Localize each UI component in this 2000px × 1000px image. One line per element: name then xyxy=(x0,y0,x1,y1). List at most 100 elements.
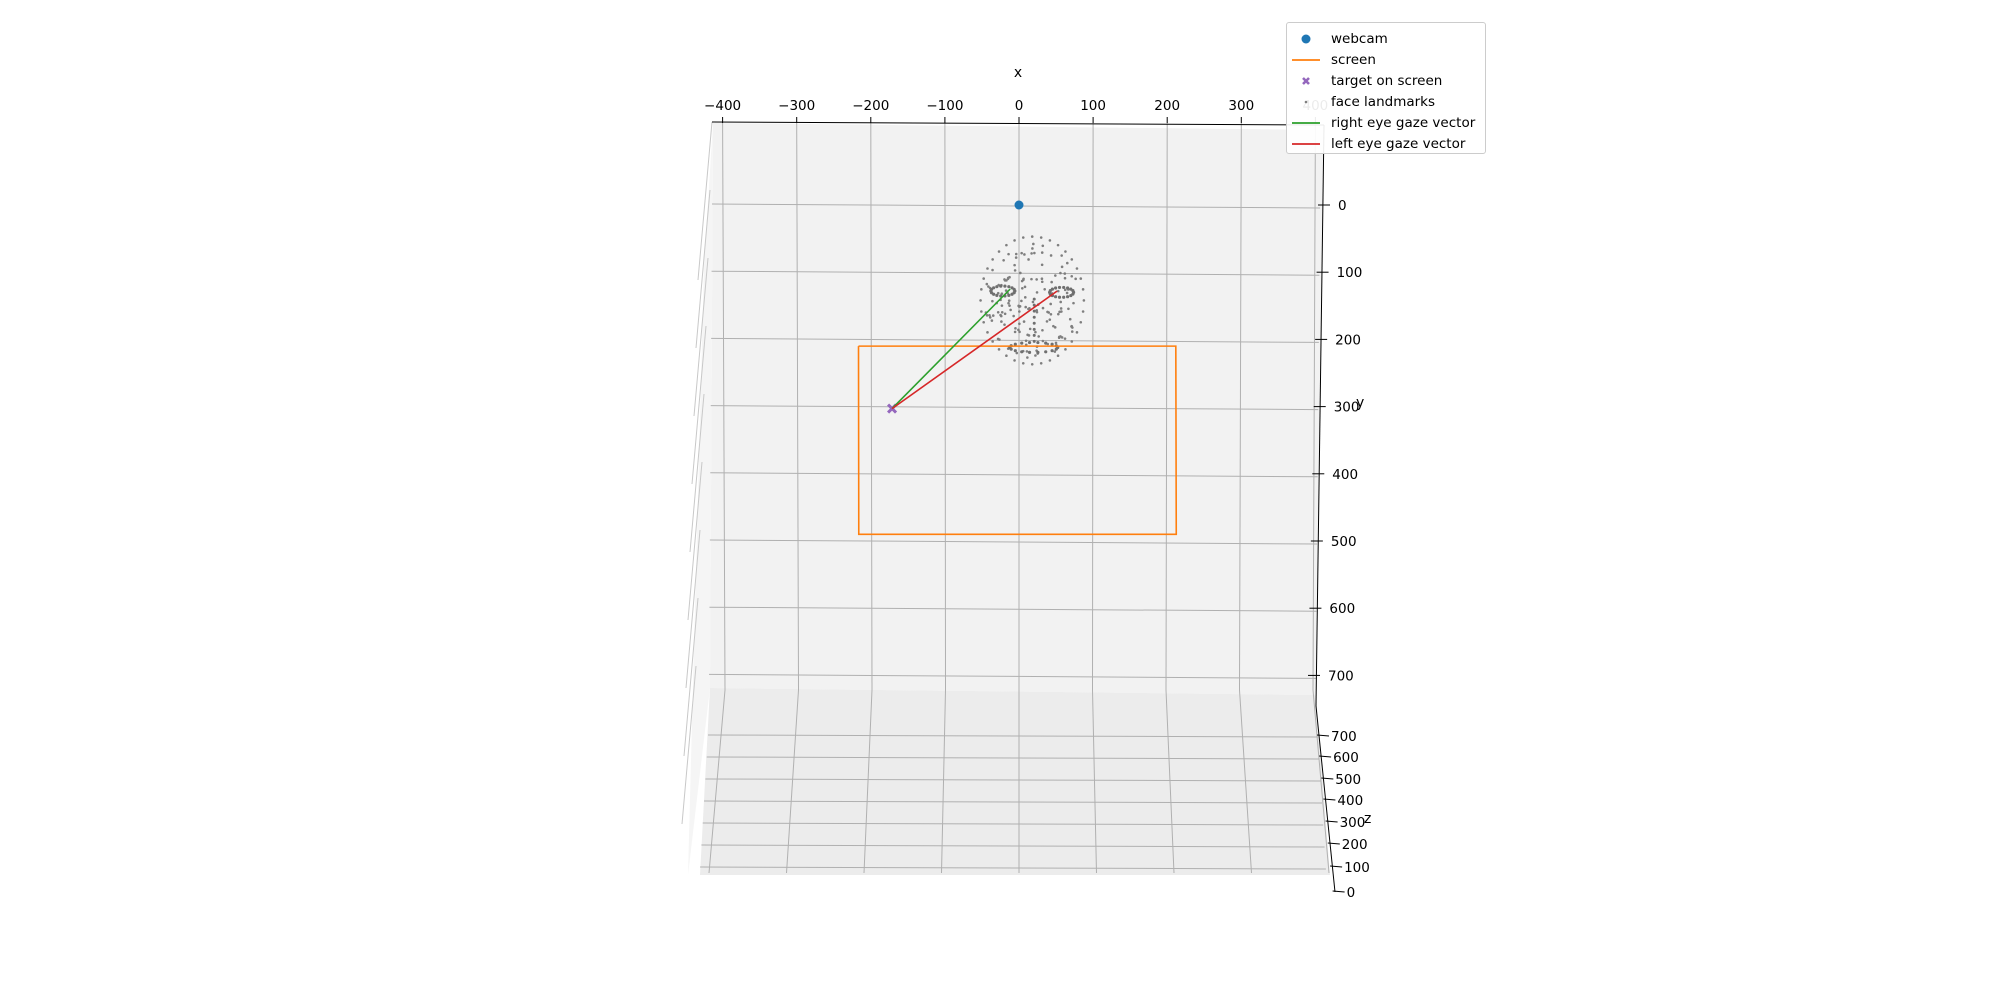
face-landmark xyxy=(1050,342,1054,346)
face-landmark xyxy=(1071,289,1075,293)
legend-label: screen xyxy=(1331,52,1376,68)
face-landmark xyxy=(1008,275,1011,279)
right-eye-gaze-vector-line xyxy=(891,288,1011,410)
face-landmark xyxy=(1014,327,1017,330)
face-landmark xyxy=(979,299,982,302)
face-landmark xyxy=(1033,251,1036,255)
legend-marker xyxy=(1292,143,1320,145)
legend-label: right eye gaze vector xyxy=(1331,115,1476,131)
face-landmark xyxy=(1056,243,1060,247)
legend-entry: webcam xyxy=(1287,29,1485,50)
face-landmark xyxy=(1052,324,1055,328)
legend-entry: left eye gaze vector xyxy=(1287,134,1485,155)
face-landmark xyxy=(1000,292,1004,296)
face-landmark xyxy=(1035,278,1038,281)
x-grid-line-floor xyxy=(1165,689,1175,874)
face-landmark xyxy=(1070,324,1073,328)
face-landmark xyxy=(1054,274,1057,277)
face-landmark xyxy=(1054,295,1058,299)
face-landmark xyxy=(1062,285,1066,290)
x-grid-line-floor xyxy=(708,689,726,874)
z-tick-label: 300 xyxy=(1340,815,1366,831)
y-axis-label: y xyxy=(1356,395,1364,411)
x-tick-label: 200 xyxy=(1154,98,1180,114)
face-landmark xyxy=(1058,310,1061,314)
legend-dot xyxy=(1301,34,1311,44)
face-landmark xyxy=(1024,305,1027,309)
face-landmark xyxy=(991,268,994,272)
x-tick-label: 100 xyxy=(1080,98,1106,114)
face-landmark xyxy=(1035,309,1039,312)
face-landmark xyxy=(1003,278,1006,281)
legend-small-dot xyxy=(1304,100,1308,104)
face-landmark xyxy=(1041,244,1045,248)
z-tick-label: 500 xyxy=(1335,772,1361,788)
x-grid-line-floor xyxy=(1092,689,1097,874)
face-landmark xyxy=(1013,239,1016,242)
series-layer xyxy=(857,200,1178,536)
face-landmark xyxy=(1020,279,1024,283)
y-tick-label: 400 xyxy=(1332,467,1358,483)
face-landmark xyxy=(1040,251,1044,254)
face-landmark xyxy=(1026,356,1029,359)
face-landmark xyxy=(1032,297,1036,301)
face-landmark xyxy=(1020,341,1024,345)
x-grid-line-floor xyxy=(786,689,799,874)
face-landmark xyxy=(986,267,989,270)
z-axis-label: z xyxy=(1364,811,1371,827)
x-grid-line xyxy=(722,122,726,691)
face-landmark xyxy=(997,250,1001,253)
face-landmark xyxy=(997,348,1001,351)
face-landmark xyxy=(1032,333,1036,337)
x-axis-label: x xyxy=(1014,65,1022,81)
face-landmark xyxy=(1003,312,1007,316)
face-landmark xyxy=(1063,272,1067,275)
face-landmark xyxy=(990,319,994,322)
face-landmark xyxy=(1025,350,1029,353)
face-landmark xyxy=(1031,247,1034,250)
left-grid-line xyxy=(681,665,697,825)
face-landmark xyxy=(1079,320,1083,324)
face-landmark xyxy=(1063,337,1067,340)
y-tick-label: 200 xyxy=(1335,332,1361,348)
webcam-marker xyxy=(1014,200,1024,210)
z-tick-label: 200 xyxy=(1342,837,1368,853)
legend-entry: screen xyxy=(1287,50,1485,71)
face-landmark xyxy=(1059,300,1063,304)
face-landmark xyxy=(1006,277,1010,281)
legend-entry: target on screen xyxy=(1287,71,1485,92)
y-tick-label: 600 xyxy=(1329,601,1355,617)
legend-x xyxy=(1302,77,1310,85)
y-grid-line xyxy=(709,539,1318,545)
face-landmark xyxy=(1024,339,1028,343)
face-landmark xyxy=(1048,318,1052,321)
face-landmark xyxy=(1013,330,1017,334)
screen-line xyxy=(857,345,1178,536)
face-landmark xyxy=(1013,342,1017,346)
face-landmark xyxy=(1039,361,1043,365)
x-grid-line-floor xyxy=(941,689,946,874)
legend-label: left eye gaze vector xyxy=(1331,136,1466,152)
face-landmark xyxy=(1035,291,1039,294)
legend-marker xyxy=(1302,77,1310,85)
face-landmark xyxy=(1019,271,1022,275)
face-landmark xyxy=(980,310,983,313)
z-tick xyxy=(1325,820,1338,823)
face-landmark xyxy=(1032,339,1036,343)
face-landmark xyxy=(1018,310,1021,313)
face-landmark xyxy=(1020,299,1023,303)
face-landmark xyxy=(1010,292,1014,296)
face-landmark xyxy=(1013,359,1016,362)
face-landmark xyxy=(1070,258,1074,261)
face-landmark xyxy=(1060,265,1064,269)
x-grid-line-floor xyxy=(863,689,873,874)
face-landmark xyxy=(1049,302,1052,306)
face-landmark xyxy=(1066,286,1070,290)
y-tick-label: 0 xyxy=(1338,198,1347,214)
face-landmark xyxy=(982,277,985,280)
legend-marker xyxy=(1292,122,1320,124)
z-grid-line xyxy=(705,778,1321,782)
legend-marker xyxy=(1292,59,1320,61)
face-landmark xyxy=(1040,263,1044,267)
face-landmark xyxy=(1064,348,1067,351)
